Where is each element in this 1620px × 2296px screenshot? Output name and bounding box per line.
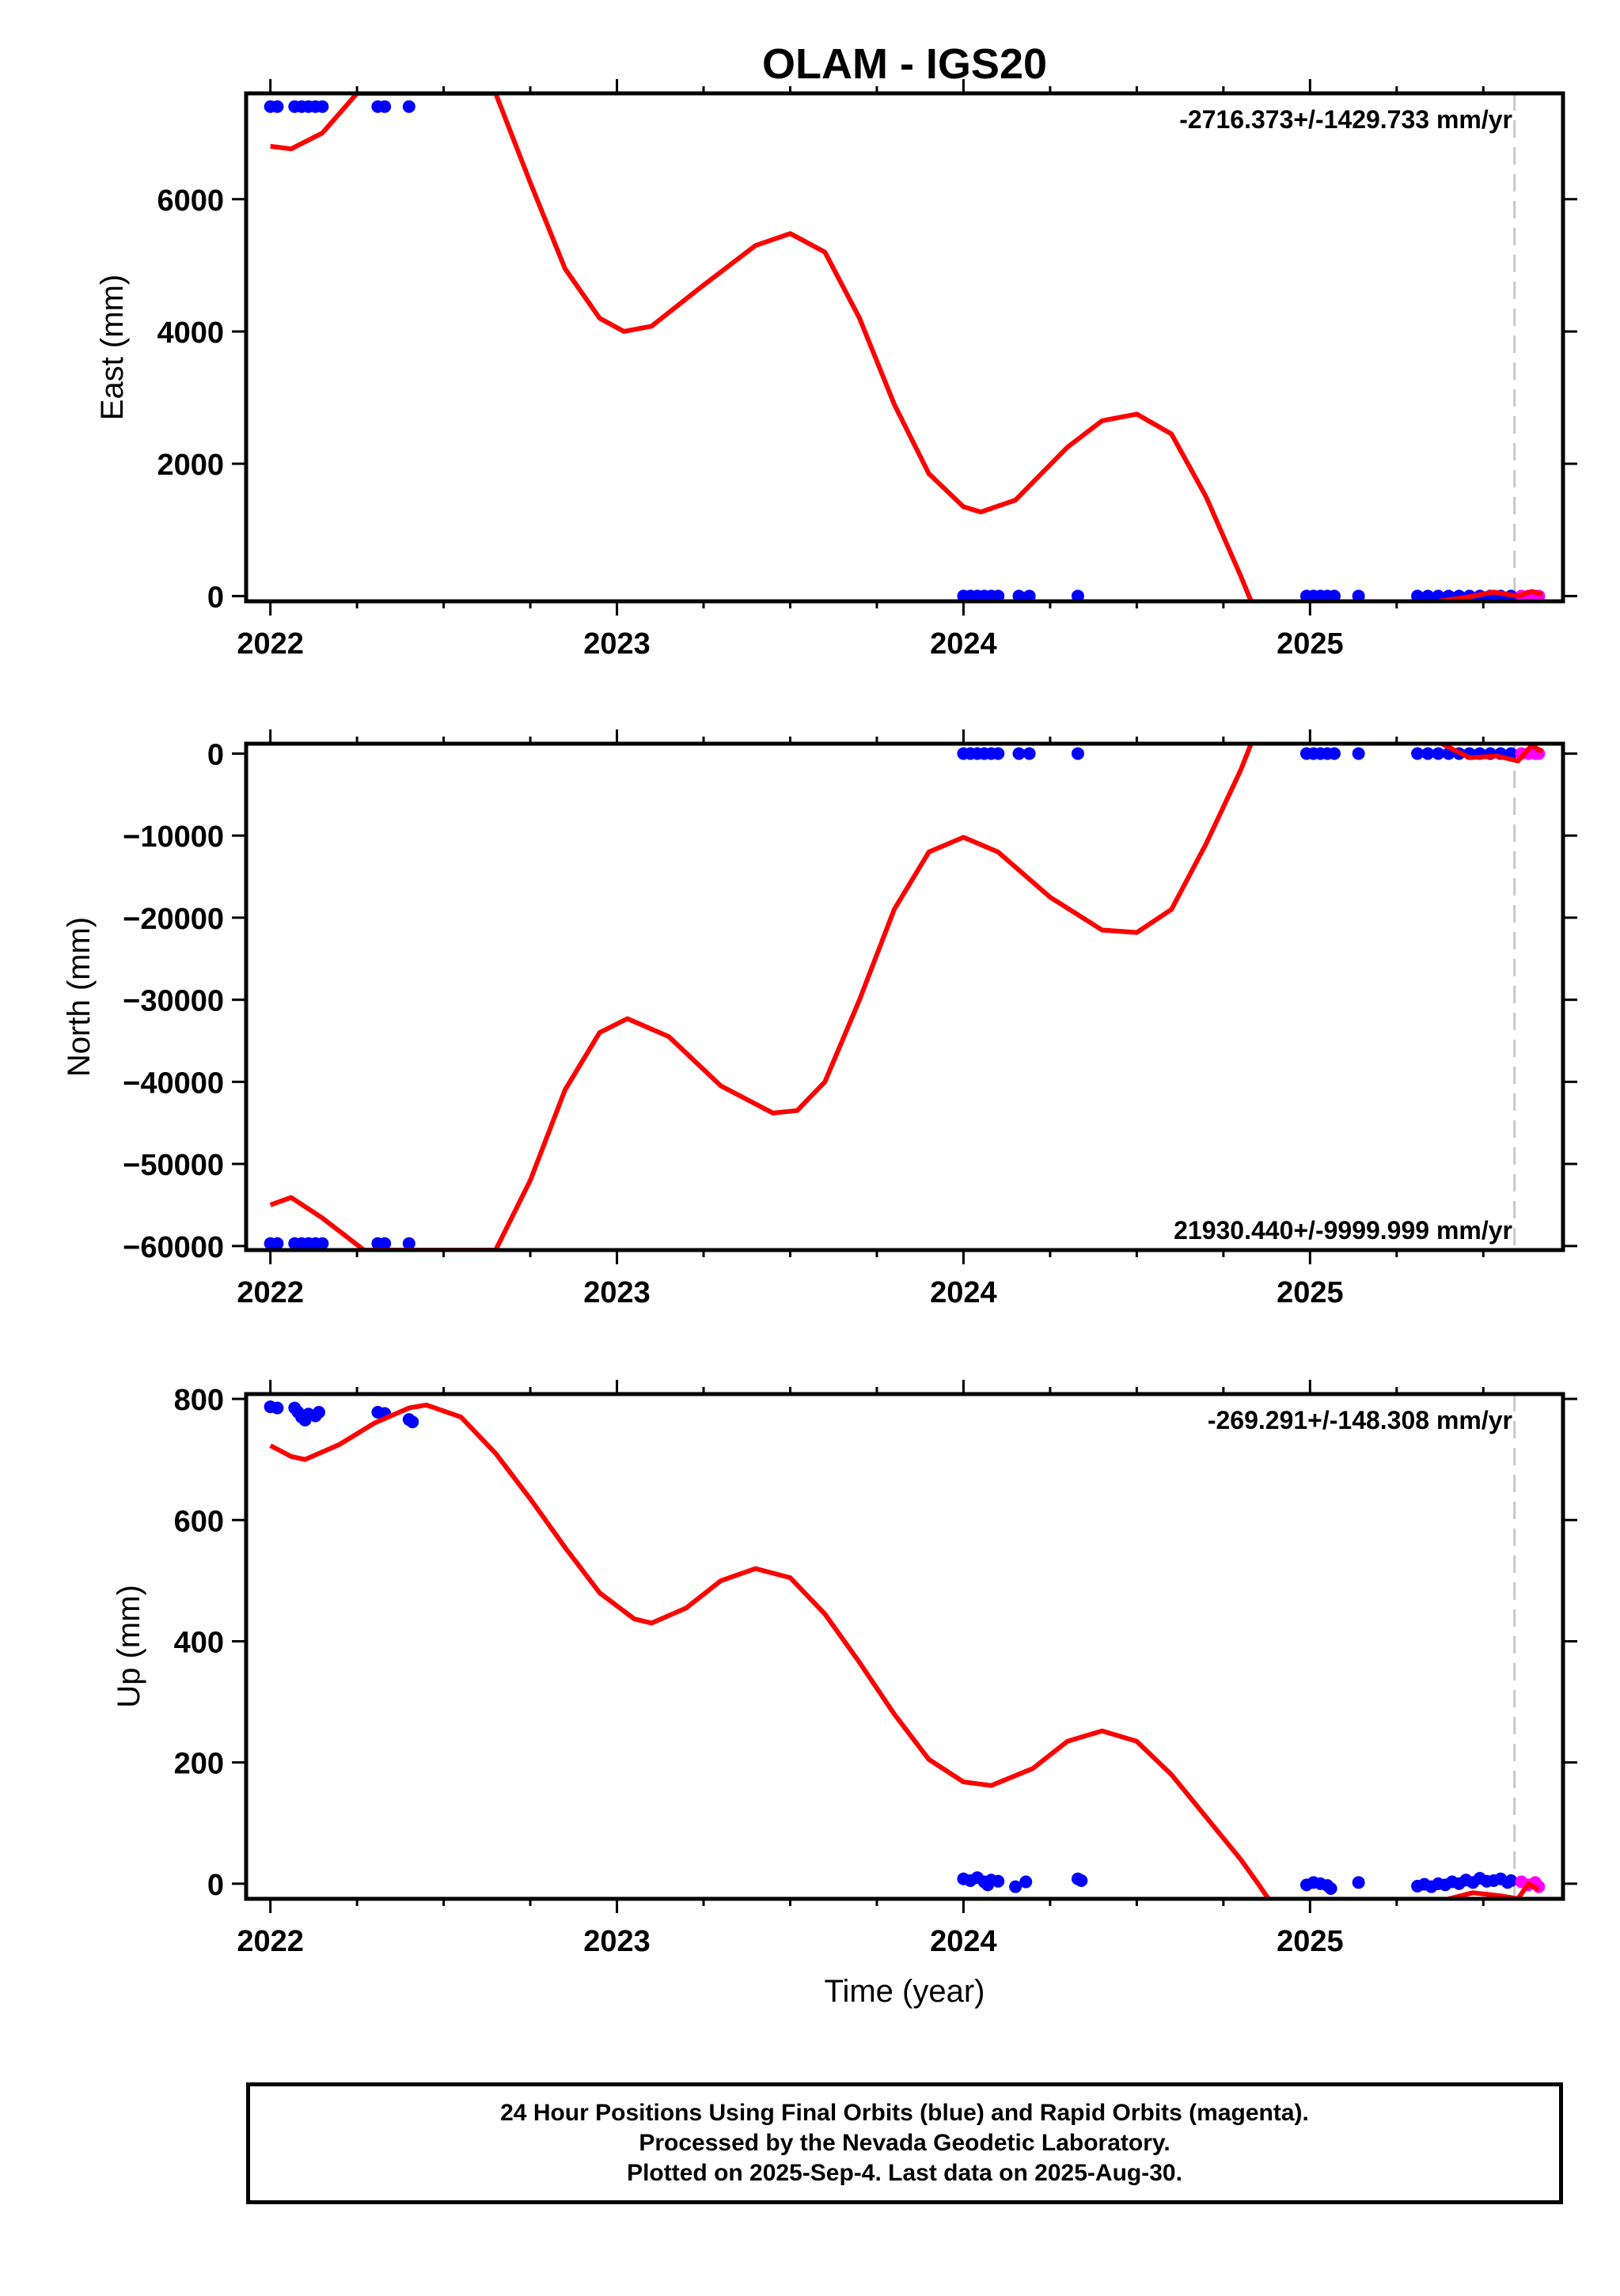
- plot-data: [264, 1400, 1546, 1899]
- velocity-rate-label: -2716.373+/-1429.733 mm/yr: [1179, 105, 1512, 134]
- final-orbit-point: [1327, 589, 1341, 601]
- final-orbit-point: [992, 747, 1005, 760]
- x-tick-label: 2023: [583, 1276, 651, 1309]
- final-orbit-point: [1071, 747, 1084, 760]
- panel-up: 2022 2023 2024 2025 0 200 400 600 800 Up (mm) Time…: [112, 1380, 1577, 2009]
- final-orbit-point: [1432, 747, 1445, 760]
- y-tick-label: 400: [174, 1626, 224, 1659]
- plot-frame: [244, 91, 1565, 604]
- x-axis-label: Time (year): [825, 1974, 985, 2009]
- final-orbit-point: [271, 1401, 284, 1415]
- y-tick-label: 600: [174, 1505, 224, 1538]
- final-orbit-point: [992, 1874, 1005, 1888]
- y-tick-label: 0: [207, 581, 224, 614]
- footer-line-1: 24 Hour Positions Using Final Orbits (bl…: [500, 2100, 1309, 2126]
- final-orbit-point: [1022, 747, 1036, 760]
- final-orbit-point: [1504, 1874, 1518, 1888]
- model-fit-curve-tail: [1440, 744, 1544, 763]
- y-tick-label: −50000: [123, 1149, 224, 1182]
- final-orbit-point: [402, 100, 415, 113]
- model-fit-curve: [269, 1402, 1271, 1899]
- final-orbit-point: [271, 1237, 284, 1250]
- figure-title: OLAM - IGS20: [762, 40, 1047, 88]
- final-orbit-point: [1075, 1874, 1088, 1888]
- y-tick-label: 200: [174, 1748, 224, 1781]
- final-orbit-point: [1352, 589, 1365, 601]
- x-tick-label: 2022: [237, 1276, 304, 1309]
- velocity-rate-label: 21930.440+/-9999.999 mm/yr: [1174, 1216, 1512, 1245]
- plot-data: [264, 93, 1546, 601]
- final-orbit-point: [1324, 1881, 1337, 1895]
- x-tick-label: 2022: [237, 627, 304, 661]
- final-orbit-point: [312, 1405, 325, 1419]
- final-orbit-point: [406, 1415, 419, 1429]
- final-orbit-point: [1352, 747, 1365, 760]
- y-tick-label: −40000: [123, 1067, 224, 1100]
- x-tick-label: 2023: [583, 1925, 651, 1958]
- final-orbit-point: [1019, 1875, 1033, 1889]
- final-orbit-point: [1012, 589, 1026, 601]
- y-tick-label: 0: [207, 1869, 224, 1902]
- model-fit-curve: [269, 744, 1254, 1250]
- y-axis-label: East (mm): [95, 275, 130, 420]
- model-fit-curve-tail: [1437, 589, 1543, 601]
- plot-frame: [244, 1392, 1565, 1901]
- final-orbit-point: [316, 1237, 329, 1250]
- x-tick-label: 2023: [583, 627, 651, 661]
- final-orbit-point: [1352, 1876, 1365, 1889]
- x-tick-label: 2024: [930, 1276, 997, 1309]
- final-orbit-point: [1432, 589, 1445, 601]
- panel-east: 2022 2023 2024 2025 0 2000 4000 6000 East (mm) -2…: [95, 79, 1577, 661]
- y-tick-label: 2000: [157, 449, 224, 482]
- final-orbit-point: [1411, 747, 1425, 760]
- y-tick-label: −30000: [123, 985, 224, 1018]
- x-tick-label: 2025: [1277, 627, 1344, 661]
- final-orbit-point: [1009, 1880, 1022, 1893]
- plot-frame: [244, 741, 1565, 1252]
- final-orbit-point: [1421, 747, 1435, 760]
- y-tick-label: 6000: [157, 184, 224, 218]
- panel-north: 2022 2023 2024 2025 0 −10000 −20000 −30000 −4000…: [62, 729, 1577, 1309]
- footer-line-2: Processed by the Nevada Geodetic Laborat…: [639, 2130, 1170, 2156]
- velocity-rate-label: -269.291+/-148.308 mm/yr: [1208, 1406, 1512, 1434]
- final-orbit-point: [1071, 589, 1084, 601]
- y-tick-label: 4000: [157, 316, 224, 350]
- final-orbit-point: [402, 1237, 415, 1250]
- final-orbit-point: [1421, 589, 1435, 601]
- footer-line-3: Plotted on 2025-Sep-4. Last data on 2025…: [627, 2160, 1182, 2186]
- final-orbit-point: [992, 589, 1005, 601]
- y-axis-label: North (mm): [62, 917, 97, 1077]
- y-tick-label: 0: [207, 738, 224, 771]
- model-fit-curve: [270, 93, 1254, 601]
- x-tick-label: 2024: [930, 627, 997, 661]
- y-axis-label: Up (mm): [112, 1585, 146, 1708]
- final-orbit-point: [271, 100, 284, 113]
- final-orbit-point: [1012, 747, 1026, 760]
- footer-caption-box: 24 Hour Positions Using Final Orbits (bl…: [246, 2082, 1563, 2204]
- final-orbit-point: [1411, 589, 1425, 601]
- x-tick-label: 2024: [930, 1925, 997, 1958]
- x-tick-label: 2025: [1277, 1925, 1344, 1958]
- y-tick-label: −20000: [123, 903, 224, 936]
- plot-data: [264, 744, 1546, 1250]
- final-orbit-point: [1022, 589, 1036, 601]
- final-orbit-point: [316, 100, 329, 113]
- final-orbit-point: [1327, 747, 1341, 760]
- x-tick-label: 2022: [237, 1925, 304, 1958]
- x-tick-label: 2025: [1277, 1276, 1344, 1309]
- y-tick-label: 800: [174, 1384, 224, 1417]
- y-tick-label: −60000: [123, 1231, 224, 1264]
- final-orbit-point: [378, 1237, 392, 1250]
- final-orbit-point: [378, 100, 392, 113]
- y-tick-label: −10000: [123, 820, 224, 854]
